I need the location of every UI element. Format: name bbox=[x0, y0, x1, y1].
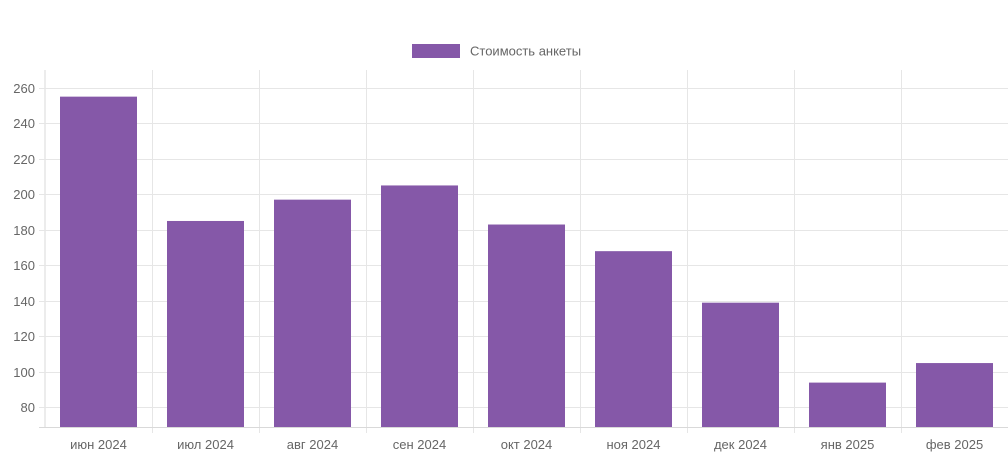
y-tick-label: 140 bbox=[13, 294, 35, 309]
legend-swatch bbox=[412, 44, 460, 58]
x-tick-label: окт 2024 bbox=[501, 437, 553, 452]
x-tick-label: фев 2025 bbox=[926, 437, 983, 452]
y-tick-label: 200 bbox=[13, 187, 35, 202]
x-tick-label: ноя 2024 bbox=[607, 437, 661, 452]
bar[interactable] bbox=[595, 251, 672, 427]
bar[interactable] bbox=[167, 220, 244, 427]
bar[interactable] bbox=[60, 96, 137, 428]
y-tick-label: 180 bbox=[13, 223, 35, 238]
x-tick-label: июл 2024 bbox=[177, 437, 234, 452]
x-tick-label: авг 2024 bbox=[287, 437, 338, 452]
bar[interactable] bbox=[916, 363, 993, 427]
y-tick-label: 160 bbox=[13, 258, 35, 273]
y-tick-label: 240 bbox=[13, 116, 35, 131]
bar[interactable] bbox=[702, 302, 779, 427]
x-tick-label: сен 2024 bbox=[393, 437, 446, 452]
bars bbox=[60, 96, 993, 428]
y-tick-label: 220 bbox=[13, 152, 35, 167]
bar[interactable] bbox=[274, 199, 351, 427]
x-tick-label: янв 2025 bbox=[821, 437, 875, 452]
x-axis: июн 2024 июл 2024 авг 2024 сен 2024 окт 2024… bbox=[70, 437, 983, 452]
legend-label: Стоимость анкеты bbox=[470, 44, 581, 59]
bar[interactable] bbox=[809, 382, 886, 427]
x-tick-label: июн 2024 bbox=[70, 437, 127, 452]
y-tick-label: 100 bbox=[13, 365, 35, 380]
y-axis: 80 100 120 140 160 180 200 220 240 260 bbox=[13, 81, 35, 415]
bar[interactable] bbox=[381, 185, 458, 427]
bar[interactable] bbox=[488, 224, 565, 427]
legend[interactable]: Стоимость анкеты bbox=[412, 44, 581, 59]
y-tick-label: 120 bbox=[13, 329, 35, 344]
x-tick-label: дек 2024 bbox=[714, 437, 767, 452]
y-tick-label: 80 bbox=[21, 400, 35, 415]
y-tick-label: 260 bbox=[13, 81, 35, 96]
